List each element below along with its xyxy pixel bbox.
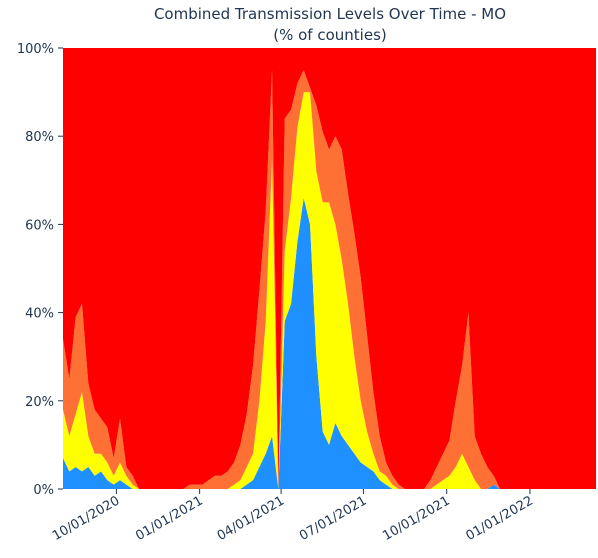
x-tick-label: 01/01/2021 — [133, 493, 205, 543]
area-substantial — [63, 70, 596, 490]
y-tick-label: 40% — [25, 307, 54, 322]
chart-title: Combined Transmission Levels Over Time -… — [154, 5, 506, 23]
x-tick-label: 10/01/2020 — [50, 493, 122, 543]
y-tick-label: 0% — [33, 483, 54, 498]
x-tick-label: 01/01/2022 — [464, 493, 536, 543]
x-tick-label: 07/01/2021 — [297, 493, 369, 543]
area-moderate — [63, 92, 596, 489]
chart-subtitle: (% of counties) — [273, 26, 386, 44]
x-tick-label: 04/01/2021 — [215, 493, 287, 543]
y-tick-label: 60% — [25, 218, 54, 233]
area-layers — [63, 48, 596, 490]
y-tick-label: 80% — [25, 130, 54, 145]
y-tick-label: 100% — [17, 42, 54, 57]
x-tick-label: 10/01/2021 — [380, 493, 452, 543]
y-axis: 0% 20% 40% 60% 80% 100% — [17, 42, 63, 498]
x-axis: 10/01/2020 01/01/2021 04/01/2021 07/01/2021… — [50, 489, 536, 544]
area-high — [63, 48, 596, 489]
y-tick-label: 20% — [25, 395, 54, 410]
